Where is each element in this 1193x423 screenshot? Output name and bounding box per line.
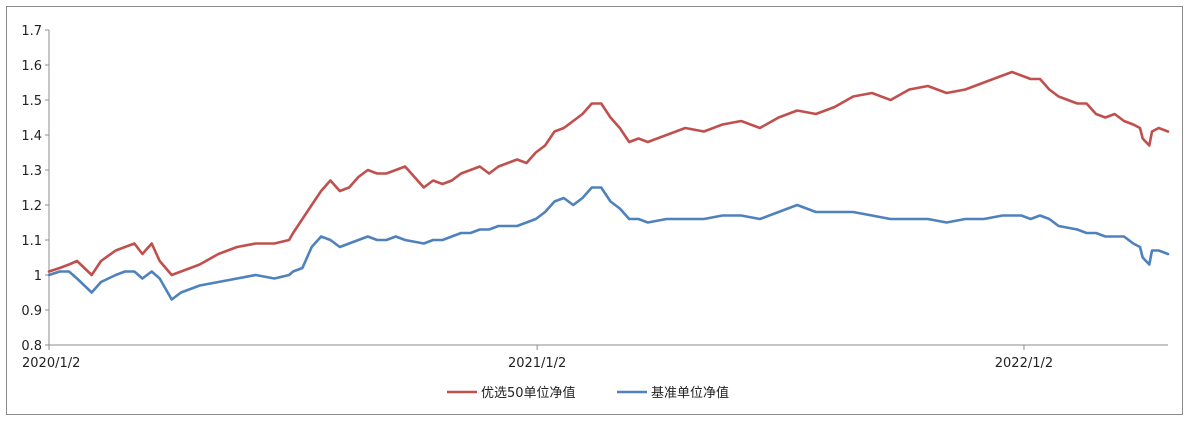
axes: 0.8 0.9 1 1.1 1.2 1.3 1.4 1.5 1.6 1.7 2020/1/2 2021…	[21, 24, 1168, 371]
x-tick-label: 2021/1/2	[508, 356, 566, 371]
legend-item: 基准单位净值	[617, 385, 729, 401]
x-tick-label: 2020/1/2	[22, 356, 80, 371]
legend-label: 优选50单位净值	[481, 385, 576, 401]
y-tick-label: 1	[34, 269, 42, 284]
y-tick-label: 0.9	[21, 304, 42, 319]
series-line-2	[47, 186, 1170, 301]
x-tick-label: 2022/1/2	[995, 356, 1053, 371]
y-tick-label: 1.2	[21, 199, 42, 214]
series-line-1	[47, 70, 1170, 277]
series-layer	[47, 70, 1170, 301]
y-tick-label: 1.4	[21, 129, 42, 144]
y-tick-label: 1.3	[21, 164, 42, 179]
y-tick-label: 1.5	[21, 94, 42, 109]
legend-label: 基准单位净值	[651, 385, 729, 401]
y-tick-label: 1.7	[21, 24, 42, 39]
legend-item: 优选50单位净值	[447, 385, 576, 401]
legend: 优选50单位净值 基准单位净值	[447, 385, 729, 401]
y-tick-label: 1.1	[21, 234, 42, 249]
chart-frame	[6, 6, 1183, 415]
y-tick-label: 0.8	[21, 339, 42, 354]
y-tick-label: 1.6	[21, 59, 42, 74]
